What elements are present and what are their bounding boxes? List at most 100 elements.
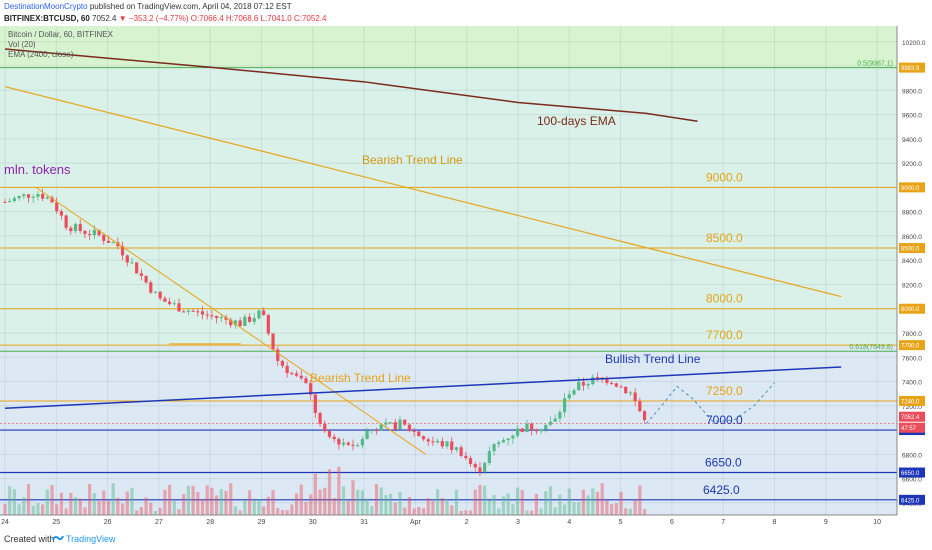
candle-body [257, 310, 261, 319]
volume-bar [619, 491, 623, 515]
price-chart[interactable]: 9000.0 8500.0 8000.0 7700.0 7250.0 7000.0 6650… [0, 26, 932, 528]
candle-body [614, 383, 618, 387]
candle-body [229, 319, 233, 326]
level-tag-text-3: 7700.0 [901, 344, 920, 350]
candle-body [215, 315, 219, 319]
volume-bar [106, 500, 111, 515]
y-tick-label: 7200.0 [902, 404, 922, 411]
volume-bar [22, 497, 26, 515]
volume-bar [412, 508, 416, 515]
volume-bar [78, 498, 82, 515]
zone-band-1 [0, 67, 897, 346]
tradingview-brand[interactable]: TradingView [66, 534, 116, 544]
candle-body [17, 195, 21, 199]
published-text: published on TradingView.com, April 04, … [89, 2, 292, 11]
y-tick-label: 9800.0 [902, 88, 922, 95]
volume-bar [492, 494, 496, 515]
volume-bar [69, 492, 73, 515]
volume-bar [41, 504, 45, 515]
level-label-5: 7000.0 [706, 413, 743, 427]
volume-bar [351, 480, 355, 515]
candle-body [97, 229, 101, 236]
volume-bar [332, 498, 336, 515]
volume-bar [577, 502, 581, 515]
candle-body [290, 373, 294, 375]
volume-bar [144, 497, 148, 515]
x-tick-label: 6 [670, 519, 674, 526]
bearish-trend-line-top[interactable] [4, 86, 842, 298]
close-value: C:7052.4 [293, 14, 327, 23]
volume-bar [172, 500, 176, 515]
candle-body [544, 424, 548, 430]
candle-body [450, 441, 454, 450]
candle-body [534, 430, 538, 432]
candle-body [125, 255, 129, 263]
x-tick-label: Apr [410, 519, 422, 526]
y-tick-label: 10200.0 [902, 40, 926, 47]
volume-bar [266, 496, 270, 515]
candle-body [520, 428, 524, 433]
volume-bar [459, 510, 463, 515]
x-tick-label: 2 [465, 519, 469, 526]
volume-bar [229, 483, 233, 515]
projection-path[interactable] [645, 382, 775, 425]
x-tick-label: 9 [824, 519, 828, 526]
volume-bar [31, 505, 35, 515]
candle-body [506, 438, 510, 441]
volume-bar [436, 489, 440, 515]
volume-bar [318, 489, 322, 515]
volume-bar [59, 492, 64, 515]
volume-bar [393, 502, 397, 515]
volume-bar [299, 484, 303, 515]
level-tag-text-2: 8000.0 [901, 307, 920, 313]
candle-body [398, 419, 402, 430]
volume-bar [534, 493, 538, 515]
candle-body [511, 435, 515, 439]
volume-bar [111, 483, 115, 515]
candle-body [581, 382, 586, 386]
volume-bar [628, 508, 633, 515]
volume-bar [403, 507, 407, 515]
x-tick-label: 25 [52, 519, 60, 526]
open-value: O:7066.4 [190, 14, 224, 23]
candle-body [233, 320, 238, 326]
level-tag-1 [899, 243, 925, 254]
legend-vol: Vol (20) [8, 40, 36, 49]
low-value: L:7041.0 [260, 14, 292, 23]
candle-body [497, 442, 501, 445]
volume-bar [600, 483, 604, 515]
candle-body [478, 467, 482, 472]
current-price-text: 7052.4 [901, 415, 920, 421]
level-tag-text-6: 6650.0 [901, 471, 920, 477]
ema-line[interactable] [4, 48, 698, 122]
candle-body [426, 439, 430, 442]
volume-bar [586, 495, 590, 515]
candle-body [389, 422, 393, 424]
candle-body [182, 311, 186, 313]
bullish-trend-line[interactable] [4, 366, 842, 409]
level-tag-text-7: 6425.0 [901, 498, 920, 504]
candle-body [605, 378, 609, 384]
candle-body [610, 383, 614, 385]
price-change: −353.2 (−4.77%) [128, 14, 189, 23]
candle-body [83, 230, 87, 235]
volume-bar [45, 489, 49, 515]
volume-bar [610, 504, 614, 515]
level-label-4: 7250.0 [706, 384, 743, 398]
candle-body [50, 197, 54, 203]
bearish-trend-line-lower[interactable] [35, 186, 426, 455]
volume-bar [247, 490, 252, 515]
candle-body [78, 224, 82, 231]
candle-body [153, 291, 158, 293]
author-link[interactable]: DestinationMoonCrypto [4, 2, 88, 11]
candle-body [577, 382, 581, 391]
volume-bar [36, 503, 40, 515]
candle-body [191, 310, 195, 312]
volume-bar [196, 492, 200, 515]
last-price: 7052.4 [92, 14, 117, 23]
candle-body [299, 375, 303, 379]
candle-body [374, 430, 379, 432]
legend-ema: EMA (2400, close) [8, 50, 74, 59]
down-arrow-icon: ▼ [118, 14, 127, 23]
volume-bar [50, 485, 54, 515]
